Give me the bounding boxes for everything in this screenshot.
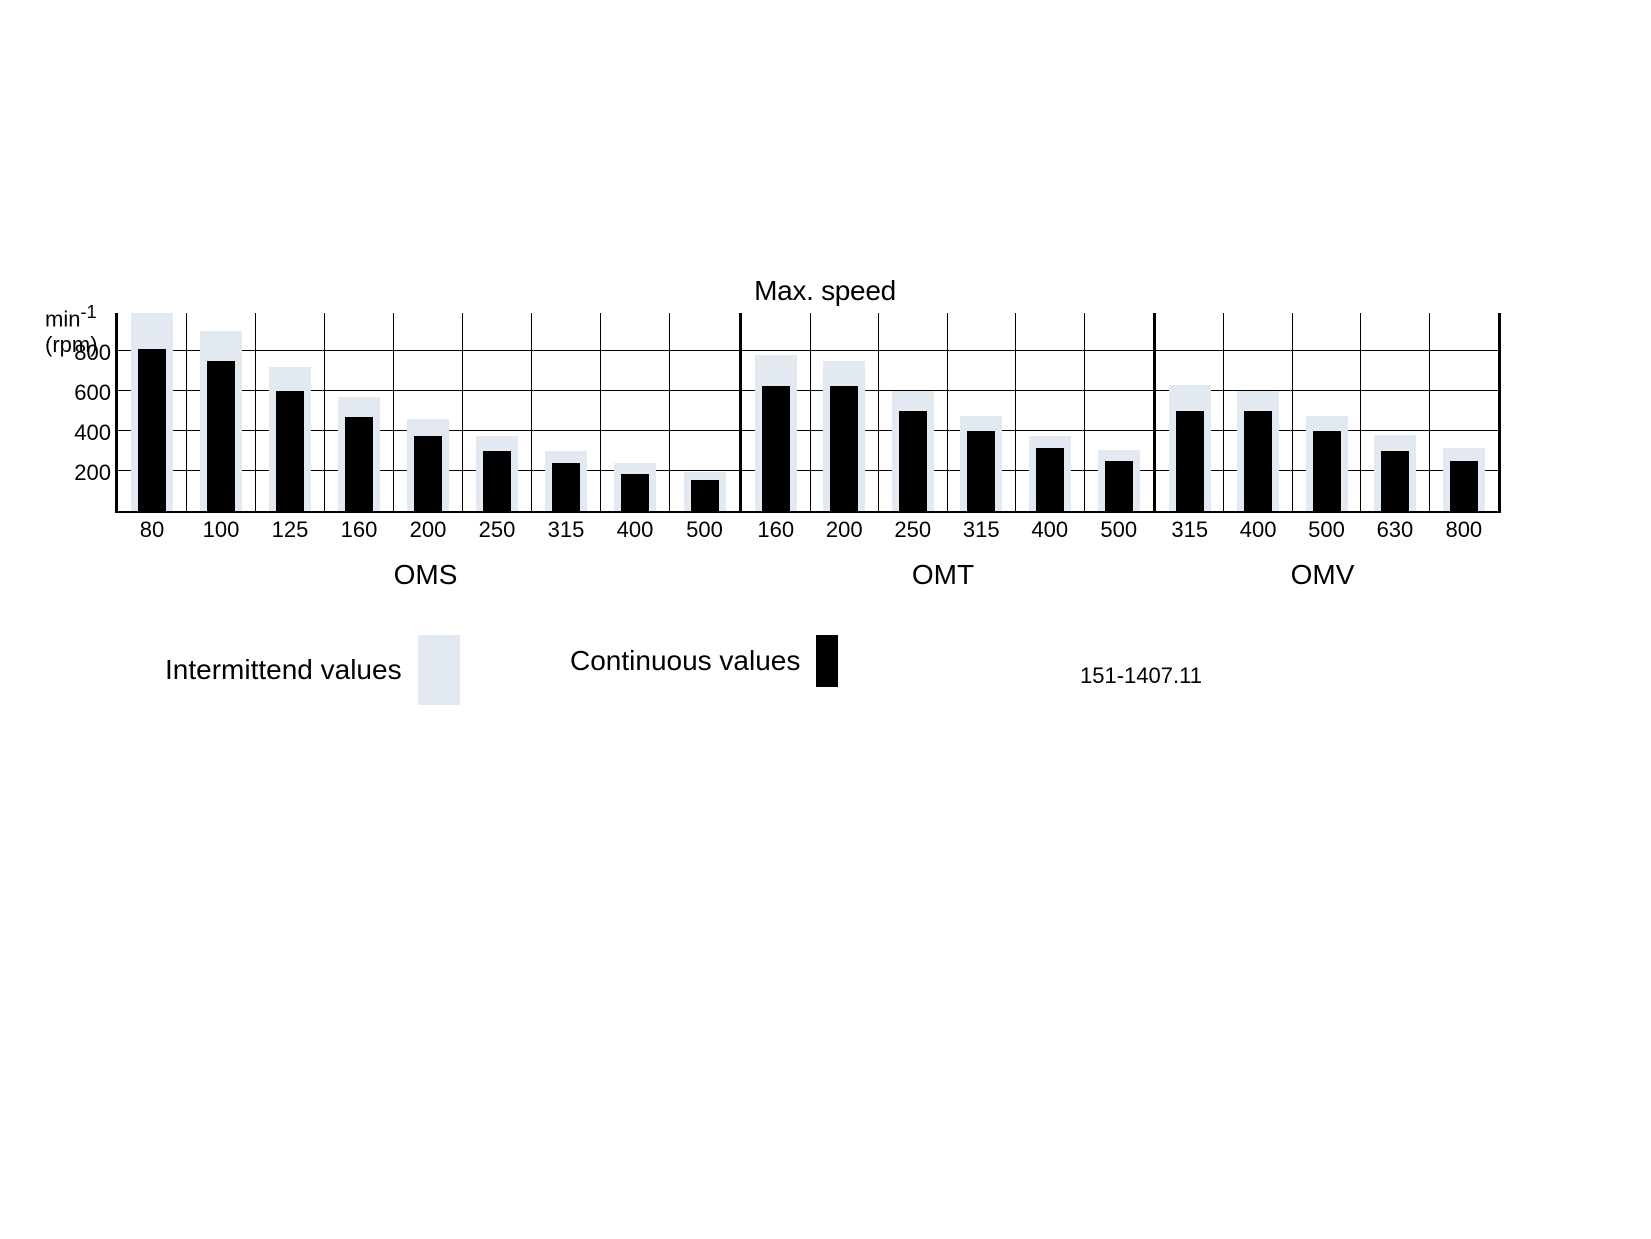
bar-cell: 500	[1293, 313, 1361, 511]
plot-area: min-1 (rpm) 200400600800 801001251602002…	[60, 313, 1590, 513]
x-tick-label: 800	[1430, 517, 1498, 543]
x-tick-label: 500	[1085, 517, 1154, 543]
y-unit-sup: -1	[80, 301, 96, 322]
x-tick-label: 500	[670, 517, 739, 543]
bar-continuous	[414, 436, 442, 511]
bar-continuous	[621, 474, 649, 511]
bar-continuous	[1036, 448, 1064, 511]
bar-continuous	[1381, 451, 1409, 511]
max-speed-chart: Max. speed min-1 (rpm) 200400600800 8010…	[60, 275, 1590, 591]
x-tick-label: 400	[1224, 517, 1291, 543]
x-tick-label: 160	[742, 517, 810, 543]
x-tick-label: 160	[325, 517, 393, 543]
bar-cell: 100	[187, 313, 256, 511]
x-tick-label: 400	[1016, 517, 1084, 543]
bar-continuous	[483, 451, 511, 511]
x-tick-label: 315	[1156, 517, 1223, 543]
chart-title: Max. speed	[60, 275, 1590, 307]
x-tick-label: 200	[811, 517, 879, 543]
panel-omt: 160200250315400500	[739, 313, 1153, 511]
bar-cell: 250	[463, 313, 532, 511]
x-tick-label: 315	[532, 517, 600, 543]
bar-continuous	[1105, 461, 1133, 511]
bar-continuous	[1244, 411, 1272, 511]
bar-cell: 160	[325, 313, 394, 511]
bar-cell: 315	[1156, 313, 1224, 511]
bar-cell: 200	[811, 313, 880, 511]
bar-continuous	[345, 417, 373, 511]
bar-continuous	[207, 361, 235, 511]
bar-continuous	[1313, 431, 1341, 511]
bar-cell: 400	[1224, 313, 1292, 511]
group-label: OMS	[115, 559, 736, 591]
x-tick-label: 125	[256, 517, 324, 543]
bar-continuous	[1450, 461, 1478, 511]
bar-continuous	[830, 386, 858, 511]
x-tick-label: 250	[463, 517, 531, 543]
bar-cell: 200	[394, 313, 463, 511]
x-tick-label: 400	[601, 517, 669, 543]
bar-cell: 500	[1085, 313, 1154, 511]
y-tick: 200	[61, 460, 111, 486]
group-label: OMT	[736, 559, 1150, 591]
x-tick-label: 500	[1293, 517, 1360, 543]
panel-omv: 315400500630800	[1153, 313, 1498, 511]
x-tick-label: 200	[394, 517, 462, 543]
legend-continuous: Continuous values	[570, 635, 838, 687]
bar-cell: 315	[948, 313, 1017, 511]
x-tick-label: 630	[1361, 517, 1428, 543]
bar-continuous	[138, 349, 166, 511]
panel-oms: 80100125160200250315400500	[118, 313, 739, 511]
bar-cell: 125	[256, 313, 325, 511]
x-tick-label: 250	[879, 517, 947, 543]
bar-continuous	[1176, 411, 1204, 511]
legend-continuous-label: Continuous values	[570, 645, 800, 677]
bar-continuous	[967, 431, 995, 511]
legend-intermittent: Intermittend values	[165, 635, 460, 705]
bar-cell: 500	[670, 313, 739, 511]
legend-intermittent-label: Intermittend values	[165, 654, 402, 686]
y-unit-top: min	[45, 306, 80, 331]
group-label: OMV	[1150, 559, 1495, 591]
bar-cell: 630	[1361, 313, 1429, 511]
x-tick-label: 80	[118, 517, 186, 543]
reference-number: 151-1407.11	[1080, 663, 1202, 689]
bar-continuous	[552, 463, 580, 511]
y-axis: min-1 (rpm) 200400600800	[60, 313, 115, 513]
y-tick: 600	[61, 380, 111, 406]
bar-continuous	[691, 480, 719, 511]
bar-cell: 250	[879, 313, 948, 511]
bar-cell: 315	[532, 313, 601, 511]
x-tick-label: 100	[187, 517, 255, 543]
group-labels-row: OMSOMTOMV	[115, 559, 1590, 591]
y-tick: 400	[61, 420, 111, 446]
bar-cell: 160	[742, 313, 811, 511]
bar-cell: 400	[601, 313, 670, 511]
bar-continuous	[762, 386, 790, 511]
bar-continuous	[276, 391, 304, 511]
bar-continuous	[899, 411, 927, 511]
chart-panels: 8010012516020025031540050016020025031540…	[115, 313, 1501, 513]
bar-cell: 800	[1430, 313, 1498, 511]
legend-continuous-swatch	[816, 635, 838, 687]
x-tick-label: 315	[948, 517, 1016, 543]
y-tick: 800	[61, 340, 111, 366]
legend-intermittent-swatch	[418, 635, 460, 705]
bar-cell: 80	[118, 313, 187, 511]
bar-cell: 400	[1016, 313, 1085, 511]
